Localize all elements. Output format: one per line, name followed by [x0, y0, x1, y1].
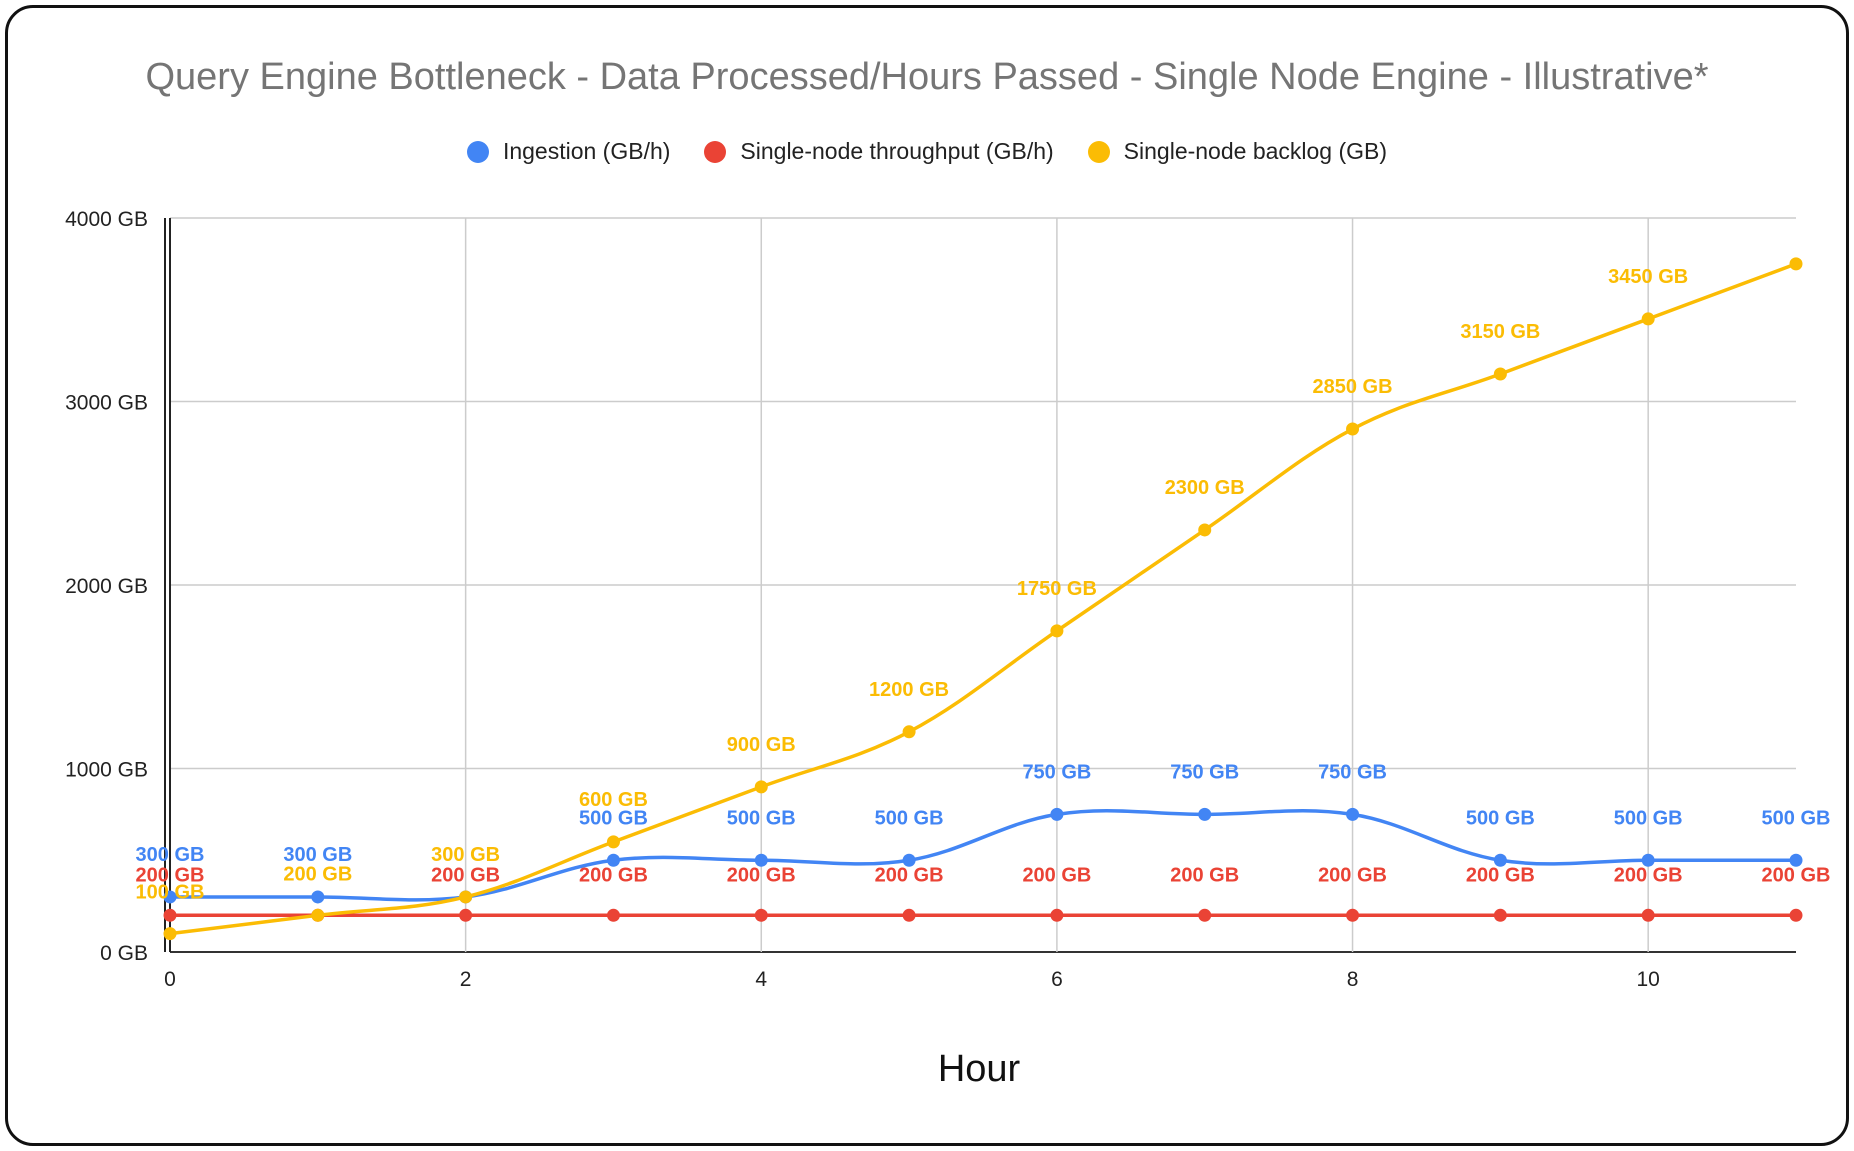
- data-label-backlog: 3150 GB: [1460, 321, 1540, 343]
- data-point-backlog: [459, 890, 473, 904]
- data-point-backlog: [1493, 367, 1507, 381]
- data-label-backlog: 2300 GB: [1165, 477, 1245, 499]
- x-tick-label: 6: [1051, 968, 1063, 991]
- data-label-ingestion: 500 GB: [875, 807, 944, 829]
- x-tick-label: 10: [1637, 968, 1660, 991]
- y-tick-label: 2000 GB: [65, 575, 148, 598]
- data-point-ingestion: [1789, 853, 1803, 867]
- data-label-throughput: 200 GB: [136, 864, 205, 886]
- data-label-throughput: 200 GB: [1762, 864, 1831, 886]
- data-label-ingestion: 500 GB: [1466, 807, 1535, 829]
- data-point-throughput: [1789, 908, 1803, 922]
- legend-item-ingestion[interactable]: Ingestion (GB/h): [466, 138, 671, 165]
- data-point-backlog: [754, 780, 768, 794]
- data-point-backlog: [163, 927, 177, 941]
- legend-swatch-backlog: [1087, 140, 1110, 163]
- legend-label-backlog: Single-node backlog (GB): [1123, 138, 1388, 164]
- data-point-ingestion: [1641, 853, 1655, 867]
- legend-label-throughput: Single-node throughput (GB/h): [740, 138, 1054, 164]
- x-tick-label: 4: [755, 968, 767, 991]
- y-tick-label: 3000 GB: [65, 392, 148, 415]
- x-axis-title: Hour: [937, 1048, 1021, 1090]
- x-tick-label: 8: [1347, 968, 1359, 991]
- data-point-backlog: [1346, 422, 1360, 436]
- data-label-throughput: 200 GB: [1466, 864, 1535, 886]
- data-point-throughput: [1641, 908, 1655, 922]
- legend-swatch-throughput: [704, 140, 727, 163]
- x-tick-label: 0: [164, 968, 176, 991]
- data-label-ingestion: 300 GB: [283, 844, 352, 866]
- data-point-ingestion: [1050, 807, 1064, 821]
- data-point-throughput: [606, 908, 620, 922]
- data-label-throughput: 200 GB: [1318, 864, 1387, 886]
- data-point-backlog: [902, 725, 916, 739]
- chart-title: Query Engine Bottleneck - Data Processed…: [145, 56, 1709, 98]
- data-label-backlog: 600 GB: [579, 789, 648, 811]
- data-label-ingestion: 750 GB: [1318, 761, 1387, 783]
- data-label-throughput: 200 GB: [1022, 864, 1091, 886]
- data-label-throughput: 200 GB: [1614, 864, 1683, 886]
- data-point-ingestion: [606, 853, 620, 867]
- data-point-ingestion: [1198, 807, 1212, 821]
- data-point-throughput: [1346, 908, 1360, 922]
- data-point-ingestion: [311, 890, 325, 904]
- data-label-throughput: 200 GB: [727, 864, 796, 886]
- data-point-throughput: [1198, 908, 1212, 922]
- data-point-ingestion: [1493, 853, 1507, 867]
- data-point-throughput: [1050, 908, 1064, 922]
- chart-legend: Ingestion (GB/h) Single-node throughput …: [0, 138, 1854, 165]
- data-point-backlog: [1198, 523, 1212, 537]
- data-label-backlog: 200 GB: [283, 863, 352, 885]
- data-label-throughput: 200 GB: [579, 864, 648, 886]
- data-label-ingestion: 500 GB: [1614, 807, 1683, 829]
- data-label-ingestion: 750 GB: [1022, 761, 1091, 783]
- data-label-ingestion: 500 GB: [727, 807, 796, 829]
- data-label-backlog: 1750 GB: [1017, 578, 1097, 600]
- y-tick-label: 1000 GB: [65, 759, 148, 782]
- series-line-backlog: [169, 262, 1797, 936]
- legend-item-throughput[interactable]: Single-node throughput (GB/h): [704, 138, 1054, 165]
- data-point-throughput: [754, 908, 768, 922]
- data-point-ingestion: [754, 853, 768, 867]
- x-tick-label: 2: [460, 968, 472, 991]
- data-label-ingestion: 750 GB: [1170, 761, 1239, 783]
- data-point-throughput: [163, 908, 177, 922]
- data-label-throughput: 200 GB: [875, 864, 944, 886]
- data-label-throughput: 200 GB: [1170, 864, 1239, 886]
- legend-label-ingestion: Ingestion (GB/h): [502, 138, 671, 164]
- data-point-backlog: [1641, 312, 1655, 326]
- legend-swatch-ingestion: [466, 140, 489, 163]
- series-line-ingestion: [169, 808, 1796, 902]
- data-point-throughput: [902, 908, 916, 922]
- data-point-backlog: [606, 835, 620, 849]
- data-point-backlog: [311, 908, 325, 922]
- data-point-backlog: [1050, 624, 1064, 638]
- y-tick-label: 0 GB: [100, 942, 148, 965]
- y-tick-label: 4000 GB: [65, 208, 148, 231]
- chart-frame: [5, 5, 1849, 1146]
- data-label-backlog: 100 GB: [136, 882, 205, 904]
- data-label-backlog: 300 GB: [431, 844, 500, 866]
- data-label-backlog: 1200 GB: [869, 679, 949, 701]
- data-label-ingestion: 300 GB: [136, 844, 205, 866]
- data-point-ingestion: [1346, 807, 1360, 821]
- data-label-backlog: 3450 GB: [1608, 266, 1688, 288]
- data-point-backlog: [1789, 257, 1803, 271]
- data-label-ingestion: 500 GB: [579, 807, 648, 829]
- legend-item-backlog[interactable]: Single-node backlog (GB): [1087, 138, 1388, 165]
- data-label-throughput: 200 GB: [431, 864, 500, 886]
- data-point-ingestion: [902, 853, 916, 867]
- data-point-throughput: [459, 908, 473, 922]
- data-point-ingestion: [163, 890, 177, 904]
- data-label-backlog: 2850 GB: [1313, 376, 1393, 398]
- data-point-throughput: [1493, 908, 1507, 922]
- data-label-backlog: 900 GB: [727, 734, 796, 756]
- data-label-ingestion: 500 GB: [1762, 807, 1831, 829]
